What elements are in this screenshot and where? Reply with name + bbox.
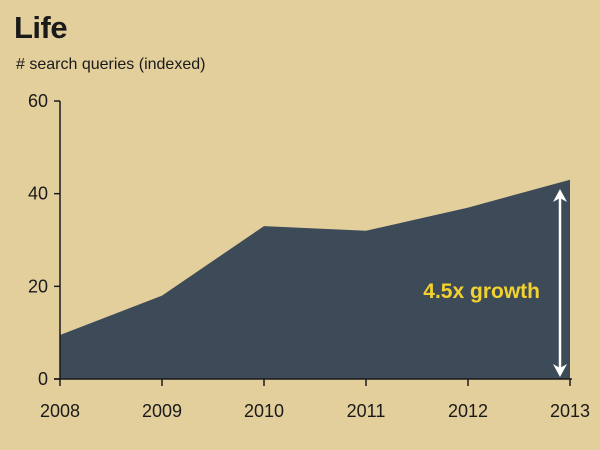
x-tick-label: 2011 (347, 401, 386, 421)
arrow-down-icon (553, 364, 567, 377)
arrow-up-icon (553, 189, 567, 203)
y-tick-label: 20 (28, 276, 48, 296)
chart-subtitle: # search queries (indexed) (16, 56, 206, 73)
y-tick-label: 0 (38, 369, 48, 389)
growth-annotation-label: 4.5x growth (423, 280, 540, 303)
y-tick-label: 40 (28, 184, 48, 204)
y-tick-label: 60 (28, 91, 48, 111)
growth-annotation: 4.5x growth (423, 189, 567, 377)
y-axis-ticks: 0 20 40 60 (28, 91, 60, 389)
x-tick-label: 2012 (448, 401, 488, 421)
x-tick-label: 2013 (550, 401, 590, 421)
chart-title: Life (14, 10, 68, 45)
series-area (60, 179, 570, 379)
x-tick-label: 2010 (244, 401, 284, 421)
x-tick-label: 2008 (40, 401, 80, 421)
x-axis-ticks: 2008 2009 2010 2011 2012 2013 (40, 379, 590, 421)
x-tick-label: 2009 (142, 401, 182, 421)
